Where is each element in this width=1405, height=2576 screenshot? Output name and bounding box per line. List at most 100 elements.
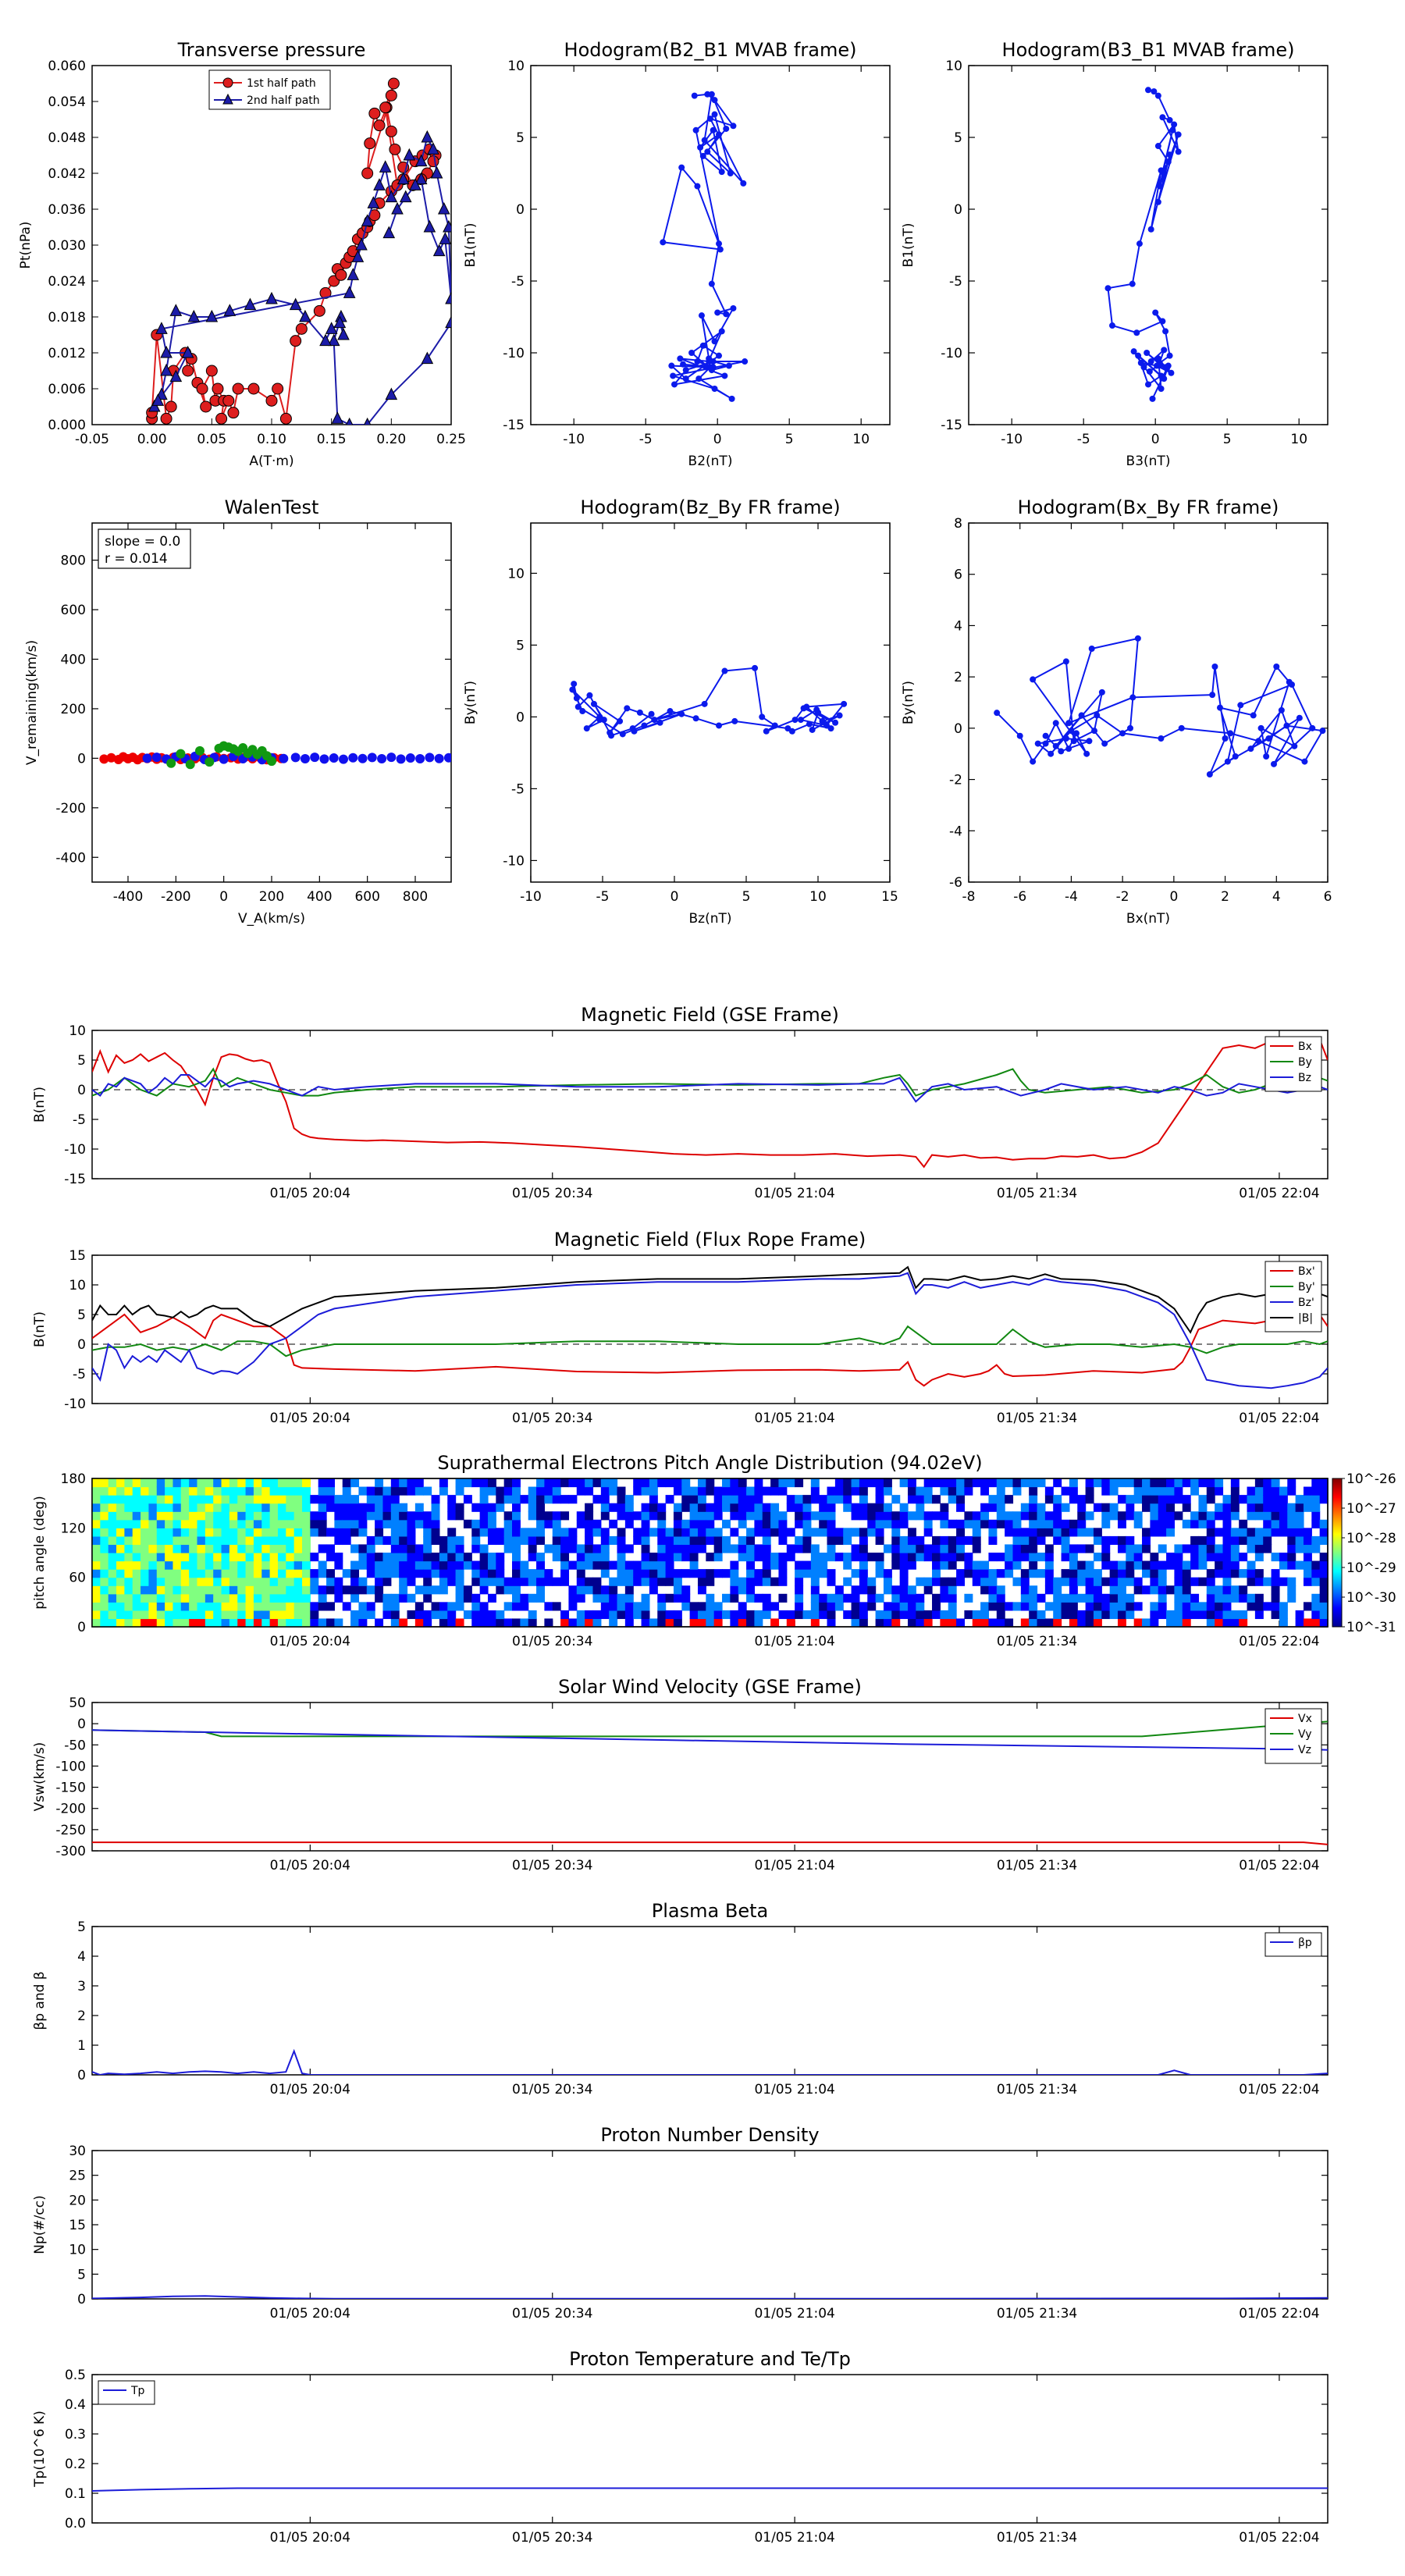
panel-hodo_b3b1: Hodogram(B3_B1 MVAB frame)-10 -5 0 5 10-15-1… [901,39,1329,469]
heatmap-cell [471,1528,481,1537]
heatmap-cell [503,1511,513,1521]
heatmap-cell [245,1553,254,1562]
heatmap-cell [512,1486,521,1496]
heatmap-cell [730,1585,739,1595]
data-point [1263,753,1270,760]
heatmap-cell [713,1511,723,1521]
heatmap-cell [657,1553,667,1562]
heatmap-cell [423,1486,432,1496]
data-point [432,244,446,257]
heatmap-cell [834,1585,844,1595]
heatmap-cell [447,1511,457,1521]
heatmap-cell [1133,1560,1143,1570]
heatmap-cell [310,1519,319,1528]
y-tick-label: 0.5 [65,2368,86,2383]
axes-frame [91,1702,1329,1852]
heatmap-cell [520,1535,529,1546]
heatmap-cell [544,1618,553,1628]
legend-label: Bz [1298,1072,1311,1084]
heatmap-cell [197,1519,206,1528]
heatmap-cell [180,1602,190,1611]
data-point [1062,658,1069,665]
heatmap-cell [229,1495,238,1504]
heatmap-cell [867,1519,877,1528]
heatmap-cell [1190,1511,1200,1521]
heatmap-cell [1077,1577,1087,1586]
heatmap-cell [843,1528,852,1537]
heatmap-cell [544,1602,553,1611]
heatmap-cell [948,1602,957,1611]
plot-area [92,1720,1328,1845]
x-tick-label: 01/05 20:04 [270,2530,350,2546]
data-point [351,250,365,262]
heatmap-cell [237,1528,247,1537]
heatmap-cell [851,1618,860,1628]
heatmap-cell [423,1528,432,1537]
heatmap-cell [350,1528,360,1537]
heatmap-cell [520,1569,529,1578]
heatmap-cell [585,1553,594,1562]
heatmap-cell [503,1519,513,1528]
heatmap-cell [213,1486,222,1496]
heatmap-cell [746,1577,756,1586]
heatmap-cell [286,1553,295,1562]
heatmap-cell [1190,1535,1200,1546]
heatmap-cell [1069,1569,1078,1578]
data-point [716,722,723,729]
heatmap-cell [1069,1610,1078,1620]
data-point [299,309,311,322]
data-point [445,315,451,329]
heatmap-cell [891,1495,901,1504]
heatmap-cell [1053,1535,1062,1546]
heatmap-cell [407,1569,416,1578]
heatmap-cell [940,1535,949,1546]
heatmap-cell [302,1560,311,1570]
heatmap-cell [479,1486,489,1496]
heatmap-cell [923,1585,933,1595]
heatmap-cell [810,1553,820,1562]
heatmap-cell [277,1602,286,1611]
heatmap-cell [875,1486,884,1496]
data-point [1154,143,1161,150]
data-point [1078,712,1085,719]
heatmap-cell [447,1560,457,1570]
heatmap-cell [148,1535,158,1546]
heatmap-cell [358,1585,368,1595]
heatmap-cell [617,1553,626,1562]
heatmap-cell [213,1585,222,1595]
heatmap-cell [1126,1560,1135,1570]
heatmap-cell [173,1602,182,1611]
heatmap-cell [1166,1511,1176,1521]
heatmap-cell [964,1535,973,1546]
heatmap-cell [487,1560,496,1570]
heatmap-cell [1279,1577,1288,1586]
heatmap-cell [859,1618,868,1628]
data-point [711,111,718,118]
y-tick-label: -200 [55,1802,86,1817]
heatmap-cell [1319,1593,1329,1603]
series-line [92,2487,1328,2492]
heatmap-cell [124,1553,133,1562]
hodogram-line [996,637,1325,777]
heatmap-cell [342,1519,351,1528]
heatmap-cell [697,1528,706,1537]
heatmap-cell [641,1602,650,1611]
heatmap-cell [706,1602,715,1611]
heatmap-cell [293,1553,303,1562]
heatmap-cell [1222,1569,1232,1578]
heatmap-cell [802,1610,812,1620]
heatmap-cell [932,1495,941,1504]
data-point [187,309,201,322]
heatmap-cell [1117,1569,1126,1578]
heatmap-cell [980,1618,990,1628]
heatmap-cell [1239,1519,1248,1528]
heatmap-cell [1230,1544,1240,1553]
heatmap-cell [795,1560,804,1570]
heatmap-cell [907,1553,916,1562]
heatmap-cell [1166,1560,1176,1570]
heatmap-cell [1085,1610,1094,1620]
x-tick-label: 0 [1151,432,1160,447]
heatmap-cell [382,1486,392,1496]
heatmap-cell [431,1560,440,1570]
panel-title: Hodogram(B3_B1 MVAB frame) [1002,39,1295,61]
